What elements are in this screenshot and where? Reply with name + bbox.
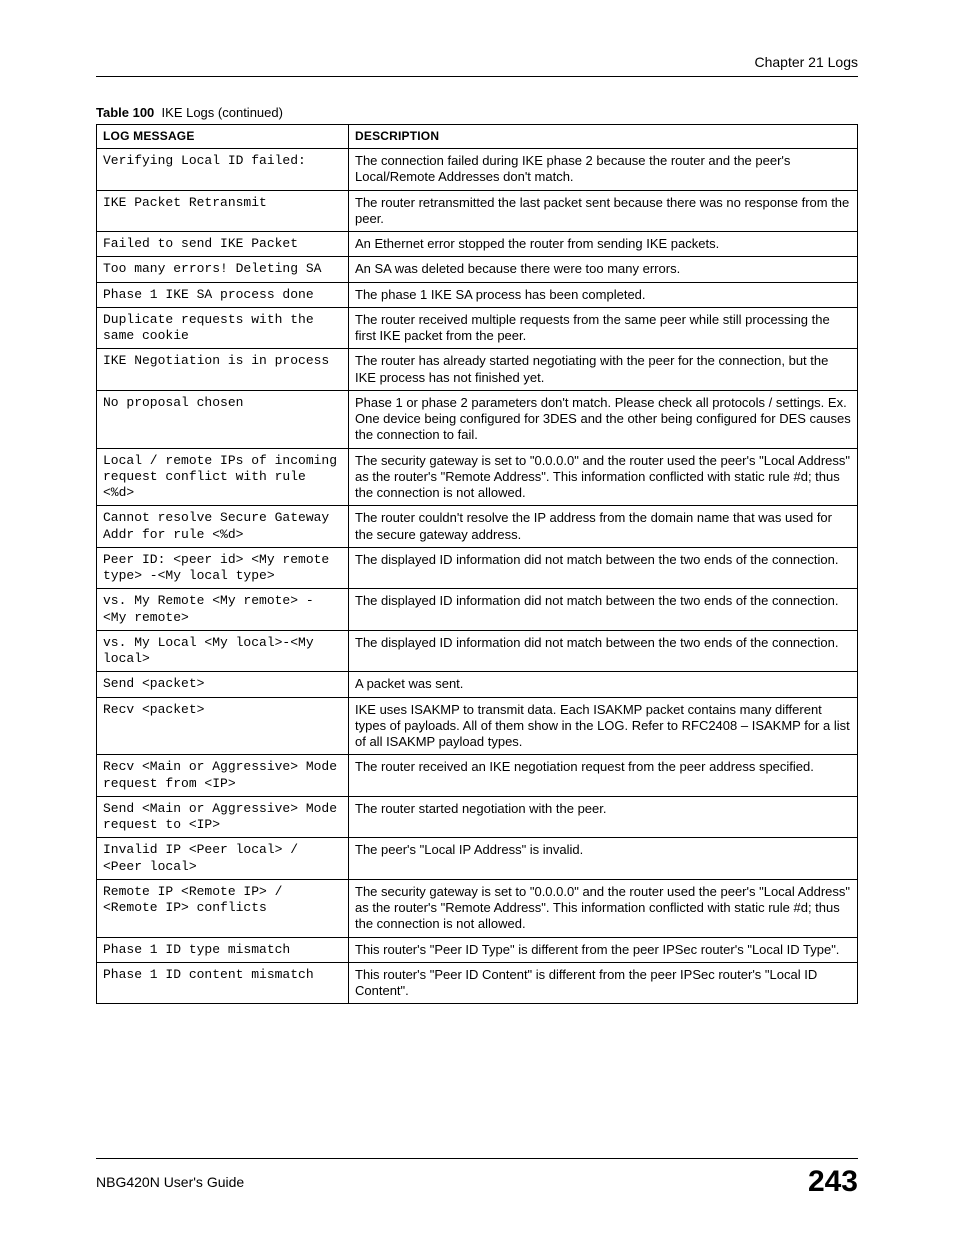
description-cell: The peer's "Local IP Address" is invalid… xyxy=(349,838,858,880)
description-cell: Phase 1 or phase 2 parameters don't matc… xyxy=(349,390,858,448)
log-message-cell: Phase 1 ID type mismatch xyxy=(97,937,349,962)
table-row: Phase 1 ID content mismatchThis router's… xyxy=(97,962,858,1004)
log-message-cell: IKE Packet Retransmit xyxy=(97,190,349,232)
table-caption-label: Table 100 xyxy=(96,105,154,120)
description-cell: The router has already started negotiati… xyxy=(349,349,858,391)
table-row: Phase 1 IKE SA process doneThe phase 1 I… xyxy=(97,282,858,307)
description-cell: The connection failed during IKE phase 2… xyxy=(349,149,858,191)
table-row: vs. My Remote <My remote> - <My remote>T… xyxy=(97,589,858,631)
table-row: Invalid IP <Peer local> / <Peer local>Th… xyxy=(97,838,858,880)
log-message-cell: Recv <Main or Aggressive> Mode request f… xyxy=(97,755,349,797)
chapter-header: Chapter 21 Logs xyxy=(96,54,858,76)
log-message-cell: Local / remote IPs of incoming request c… xyxy=(97,448,349,506)
table-caption-text: IKE Logs (continued) xyxy=(162,105,283,120)
table-row: Too many errors! Deleting SAAn SA was de… xyxy=(97,257,858,282)
footer-rule xyxy=(96,1158,858,1159)
header-rule xyxy=(96,76,858,77)
footer-page-number: 243 xyxy=(808,1165,858,1199)
log-message-cell: vs. My Remote <My remote> - <My remote> xyxy=(97,589,349,631)
col-header-description: DESCRIPTION xyxy=(349,125,858,149)
ike-logs-table: LOG MESSAGE DESCRIPTION Verifying Local … xyxy=(96,124,858,1004)
description-cell: An SA was deleted because there were too… xyxy=(349,257,858,282)
log-message-cell: Phase 1 ID content mismatch xyxy=(97,962,349,1004)
log-message-cell: Too many errors! Deleting SA xyxy=(97,257,349,282)
description-cell: The router retransmitted the last packet… xyxy=(349,190,858,232)
table-row: Recv <Main or Aggressive> Mode request f… xyxy=(97,755,858,797)
description-cell: IKE uses ISAKMP to transmit data. Each I… xyxy=(349,697,858,755)
page: Chapter 21 Logs Table 100 IKE Logs (cont… xyxy=(0,0,954,1235)
description-cell: This router's "Peer ID Content" is diffe… xyxy=(349,962,858,1004)
description-cell: The displayed ID information did not mat… xyxy=(349,547,858,589)
footer-row: NBG420N User's Guide 243 xyxy=(96,1165,858,1199)
log-message-cell: Send <Main or Aggressive> Mode request t… xyxy=(97,796,349,838)
table-row: Remote IP <Remote IP> / <Remote IP> conf… xyxy=(97,879,858,937)
table-row: Peer ID: <peer id> <My remote type> -<My… xyxy=(97,547,858,589)
table-row: Cannot resolve Secure Gateway Addr for r… xyxy=(97,506,858,548)
table-row: IKE Packet RetransmitThe router retransm… xyxy=(97,190,858,232)
description-cell: The security gateway is set to "0.0.0.0"… xyxy=(349,448,858,506)
description-cell: The displayed ID information did not mat… xyxy=(349,630,858,672)
footer-guide-name: NBG420N User's Guide xyxy=(96,1174,244,1190)
description-cell: The displayed ID information did not mat… xyxy=(349,589,858,631)
log-message-cell: Send <packet> xyxy=(97,672,349,697)
col-header-log-message: LOG MESSAGE xyxy=(97,125,349,149)
log-message-cell: IKE Negotiation is in process xyxy=(97,349,349,391)
table-header-row: LOG MESSAGE DESCRIPTION xyxy=(97,125,858,149)
description-cell: The security gateway is set to "0.0.0.0"… xyxy=(349,879,858,937)
table-row: vs. My Local <My local>-<My local>The di… xyxy=(97,630,858,672)
description-cell: The router started negotiation with the … xyxy=(349,796,858,838)
description-cell: The router received an IKE negotiation r… xyxy=(349,755,858,797)
log-message-cell: No proposal chosen xyxy=(97,390,349,448)
log-message-cell: Duplicate requests with the same cookie xyxy=(97,307,349,349)
table-row: No proposal chosenPhase 1 or phase 2 par… xyxy=(97,390,858,448)
log-message-cell: Failed to send IKE Packet xyxy=(97,232,349,257)
table-row: Phase 1 ID type mismatchThis router's "P… xyxy=(97,937,858,962)
log-message-cell: Remote IP <Remote IP> / <Remote IP> conf… xyxy=(97,879,349,937)
description-cell: The router received multiple requests fr… xyxy=(349,307,858,349)
table-row: IKE Negotiation is in processThe router … xyxy=(97,349,858,391)
description-cell: This router's "Peer ID Type" is differen… xyxy=(349,937,858,962)
description-cell: A packet was sent. xyxy=(349,672,858,697)
log-message-cell: Phase 1 IKE SA process done xyxy=(97,282,349,307)
table-row: Duplicate requests with the same cookieT… xyxy=(97,307,858,349)
description-cell: The router couldn't resolve the IP addre… xyxy=(349,506,858,548)
log-message-cell: Peer ID: <peer id> <My remote type> -<My… xyxy=(97,547,349,589)
log-message-cell: Verifying Local ID failed: xyxy=(97,149,349,191)
log-message-cell: Recv <packet> xyxy=(97,697,349,755)
page-footer: NBG420N User's Guide 243 xyxy=(96,1158,858,1199)
table-row: Local / remote IPs of incoming request c… xyxy=(97,448,858,506)
table-row: Failed to send IKE PacketAn Ethernet err… xyxy=(97,232,858,257)
table-caption: Table 100 IKE Logs (continued) xyxy=(96,105,858,120)
log-message-cell: Cannot resolve Secure Gateway Addr for r… xyxy=(97,506,349,548)
table-row: Recv <packet>IKE uses ISAKMP to transmit… xyxy=(97,697,858,755)
table-row: Verifying Local ID failed:The connection… xyxy=(97,149,858,191)
table-row: Send <packet>A packet was sent. xyxy=(97,672,858,697)
log-message-cell: vs. My Local <My local>-<My local> xyxy=(97,630,349,672)
description-cell: An Ethernet error stopped the router fro… xyxy=(349,232,858,257)
table-row: Send <Main or Aggressive> Mode request t… xyxy=(97,796,858,838)
description-cell: The phase 1 IKE SA process has been comp… xyxy=(349,282,858,307)
log-message-cell: Invalid IP <Peer local> / <Peer local> xyxy=(97,838,349,880)
